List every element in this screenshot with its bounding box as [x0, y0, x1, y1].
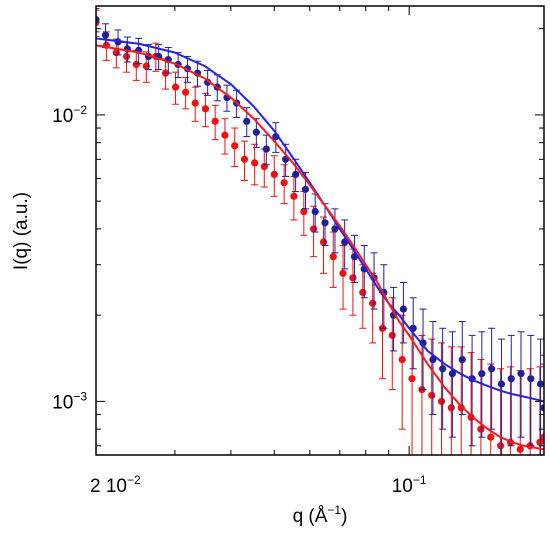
data-point [290, 192, 298, 200]
plot-frame [95, 5, 545, 456]
data-point [339, 269, 347, 277]
fit-layer [96, 37, 544, 451]
fit-line-red [96, 44, 544, 451]
data-point [321, 219, 329, 227]
data-point [311, 207, 319, 216]
data-point [457, 404, 465, 412]
data-point [292, 170, 300, 178]
data-point [96, 16, 100, 24]
y-tick-label: 10−2 [52, 103, 87, 127]
data-point [497, 380, 506, 388]
data-point [478, 370, 486, 378]
data-series-red [96, 9, 544, 455]
data-point [388, 331, 396, 339]
data-point [319, 238, 328, 246]
y-axis-label: I(q) (a.u.) [11, 192, 32, 270]
data-point [428, 391, 436, 399]
data-point [270, 170, 278, 178]
data-point [204, 78, 212, 86]
data-point [262, 145, 270, 153]
data-point [477, 425, 485, 433]
data-point [211, 117, 219, 125]
data-point [488, 365, 496, 373]
data-point [399, 305, 408, 313]
data-point [536, 380, 544, 388]
data-point [540, 404, 544, 412]
data-point [101, 31, 110, 39]
data-point [243, 117, 251, 125]
data-point [300, 207, 308, 216]
data-point [527, 375, 535, 383]
data-point [280, 179, 288, 187]
data-point [448, 370, 456, 378]
data-point [408, 375, 416, 383]
data-point [437, 397, 446, 406]
data-point [240, 155, 249, 163]
data-point [221, 131, 229, 139]
data-point [467, 413, 475, 421]
data-point [429, 355, 437, 364]
data-point [132, 60, 140, 69]
data-point [540, 433, 544, 441]
data-point [201, 105, 210, 113]
data-point [447, 404, 455, 412]
data-point [349, 274, 357, 282]
x-tick-label: 10−1 [392, 473, 427, 497]
data-point [231, 142, 239, 150]
data-point [517, 370, 525, 378]
series-layer [96, 8, 544, 455]
data-point [458, 355, 466, 364]
x-tick-label: 2 10−2 [90, 473, 141, 497]
data-point [251, 159, 259, 167]
data-point [301, 185, 310, 193]
data-point [439, 365, 447, 373]
data-point [487, 433, 495, 441]
data-point [398, 355, 406, 364]
data-point [310, 225, 318, 233]
tick-layer: 2 10−2 10−1 10−2 10−3 [52, 6, 545, 497]
data-series-blue [96, 8, 544, 455]
data-point [122, 52, 131, 61]
data-point [182, 88, 190, 96]
data-point [171, 83, 180, 91]
fit-line-blue [96, 37, 544, 403]
data-point [516, 445, 524, 453]
data-point [252, 128, 260, 136]
data-point [359, 288, 367, 297]
y-tick-label: 10−3 [52, 389, 87, 413]
data-point [331, 225, 339, 233]
data-point [369, 299, 377, 307]
data-point [329, 253, 337, 261]
data-point [496, 442, 505, 450]
x-axis-label: q (Å−1) [293, 503, 348, 527]
data-point [536, 438, 544, 446]
data-point [507, 375, 515, 383]
data-point [191, 99, 199, 107]
data-point [419, 339, 427, 347]
